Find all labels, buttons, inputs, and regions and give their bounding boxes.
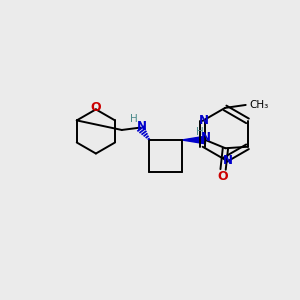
Text: N: N (222, 154, 233, 167)
Polygon shape (182, 136, 206, 144)
Text: N: N (136, 120, 146, 133)
Text: H: H (130, 114, 137, 124)
Text: O: O (218, 170, 228, 183)
Text: N: N (201, 131, 211, 144)
Text: H: H (196, 127, 204, 137)
Text: CH₃: CH₃ (249, 100, 268, 110)
Text: N: N (199, 114, 209, 127)
Text: O: O (90, 101, 101, 114)
